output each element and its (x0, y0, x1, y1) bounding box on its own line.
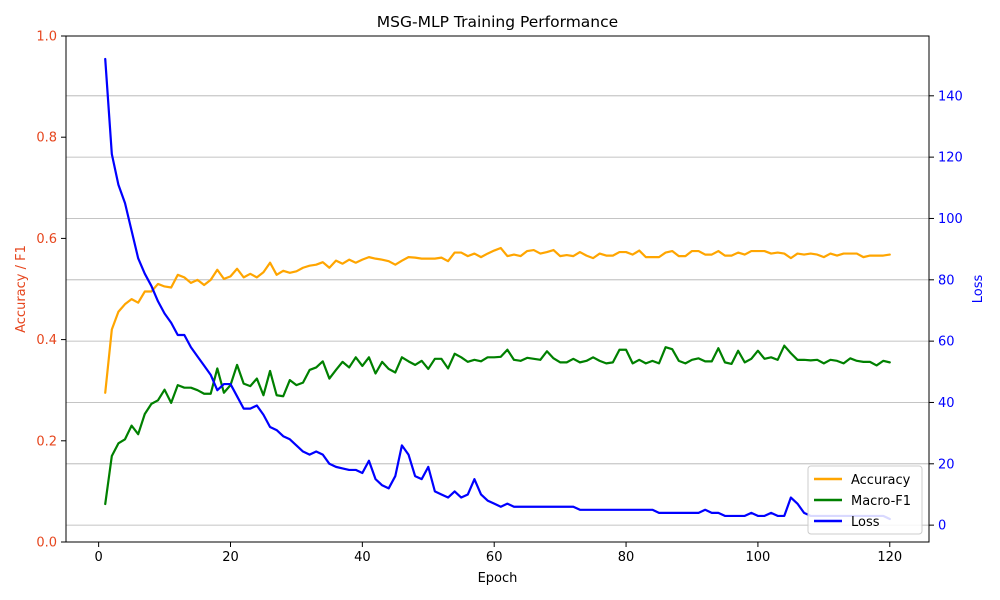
legend-label-macro-f1: Macro-F1 (851, 494, 911, 509)
legend-label-accuracy: Accuracy (851, 473, 911, 488)
right-y-tick-label: 0 (938, 519, 946, 534)
left-y-tick-label: 1.0 (36, 30, 57, 45)
right-y-tick-label: 60 (938, 335, 955, 350)
right-y-tick-label: 20 (938, 457, 955, 472)
right-y-tick-label: 120 (938, 151, 963, 166)
legend: Accuracy Macro-F1 Loss (807, 465, 923, 535)
right-y-axis: 0 20 40 60 80 100 120 140 (929, 89, 963, 534)
right-y-tick-label: 80 (938, 273, 955, 288)
left-y-axis: 0.0 0.2 0.4 0.6 0.8 1.0 (36, 30, 66, 551)
x-tick-label: 120 (877, 550, 902, 565)
right-y-tick-label: 40 (938, 396, 955, 411)
series-layer (104, 57, 891, 521)
left-y-tick-label: 0.6 (36, 232, 57, 247)
left-y-tick-label: 0.8 (36, 131, 57, 146)
left-y-axis-label: Accuracy / F1 (14, 245, 29, 333)
x-axis-label: Epoch (478, 571, 518, 586)
legend-box (807, 465, 923, 535)
left-y-tick-label: 0.2 (36, 434, 57, 449)
right-y-tick-label: 100 (938, 212, 963, 227)
plot-frame (65, 35, 930, 543)
right-y-tick-label: 140 (938, 89, 963, 104)
x-tick-label: 40 (354, 550, 371, 565)
left-y-tick-label: 0.4 (36, 333, 57, 348)
legend-label-loss: Loss (851, 515, 880, 530)
series-line-loss (104, 57, 891, 521)
chart-title: MSG-MLP Training Performance (377, 13, 618, 31)
series-line-accuracy (104, 246, 891, 394)
x-tick-label: 0 (94, 550, 102, 565)
left-y-tick-label: 0.0 (36, 536, 57, 551)
x-tick-label: 100 (746, 550, 771, 565)
x-axis: 0 20 40 60 80 100 120 (94, 542, 902, 565)
grid-layer (66, 95, 929, 526)
series-line-macro-f1 (104, 344, 891, 506)
right-y-axis-label: Loss (971, 275, 986, 304)
x-tick-label: 80 (618, 550, 635, 565)
x-tick-label: 20 (222, 550, 239, 565)
x-tick-label: 60 (486, 550, 503, 565)
